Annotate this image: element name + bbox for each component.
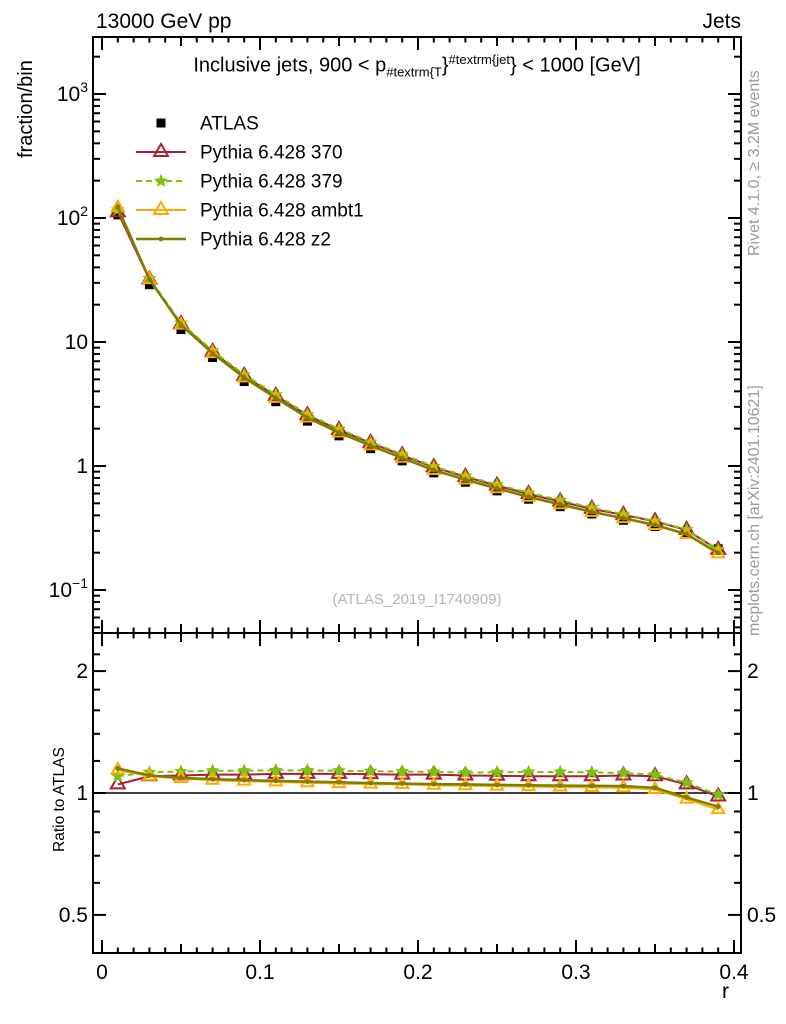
legend-label: Pythia 6.428 379 <box>200 172 343 193</box>
title-pre: Inclusive jets, 900 < p <box>193 54 387 77</box>
ratio-y-axis-tick-labels: 2 2 1 1 0.5 0.5 <box>59 660 776 927</box>
ratio-y-tick-label-left: 1 <box>76 782 88 805</box>
x-tick-label: 0 <box>96 961 108 984</box>
series-main-pythia-6-428-ambt1 <box>110 198 726 559</box>
title-superscript: #textrm{jet <box>448 52 510 67</box>
series-ratio-pythia-6-428-ambt1 <box>110 760 726 815</box>
analysis-group-label: Jets <box>702 10 741 33</box>
x-axis-title: r <box>722 980 729 1003</box>
main-y-tick-label: 102 <box>57 203 88 230</box>
plot-title: Inclusive jets, 900 < p#textrm{T}#textrm… <box>93 52 741 80</box>
atlas-data-points <box>113 210 723 554</box>
x-tick-label: 0.3 <box>561 961 590 984</box>
analysis-id-watermark: (ATLAS_2019_I1740909) <box>332 591 502 608</box>
legend: ATLAS Pythia 6.428 370 Pythia 6.428 379 Pyt… <box>136 114 364 251</box>
main-y-tick-label: 1 <box>76 455 88 478</box>
ratio-y-tick-label-left: 0.5 <box>59 904 88 927</box>
panel-frames <box>92 36 742 954</box>
x-tick-label: 0.4 <box>719 961 749 984</box>
title-post: < 1000 [GeV] <box>516 54 641 77</box>
ratio-y-tick-label-right: 0.5 <box>747 904 776 927</box>
main-y-tick-label: 10 <box>65 331 88 354</box>
main-panel-frame <box>92 36 742 634</box>
ratio-y-tick-label-right: 2 <box>747 660 759 683</box>
title-subscript: #textrm{T <box>386 64 442 80</box>
x-tick-label: 0.1 <box>245 961 274 984</box>
main-y-tick-label: 103 <box>57 79 88 106</box>
ratio-y-axis-ticks <box>94 653 740 916</box>
series-main-pythia-6-428-379 <box>110 202 726 556</box>
main-y-tick-label: 10−1 <box>49 575 89 602</box>
ratio-y-tick-label-left: 2 <box>76 660 88 683</box>
series-main-pythia-6-428-z2 <box>115 204 721 556</box>
x-axis-tick-labels: 0 0.1 0.2 0.3 0.4 <box>96 961 749 984</box>
title-brace: } <box>441 54 449 77</box>
legend-label: Pythia 6.428 z2 <box>200 230 331 251</box>
legend-label: Pythia 6.428 ambt1 <box>200 201 364 222</box>
legend-label: Pythia 6.428 370 <box>200 143 343 164</box>
title-brace2: } <box>509 54 517 77</box>
ratio-y-tick-label-right: 1 <box>747 782 759 805</box>
main-y-axis-ticks <box>94 55 740 629</box>
beam-energy-label: 13000 GeV pp <box>96 10 232 33</box>
series-ratio-pythia-6-428-z2 <box>115 766 721 810</box>
legend-label: ATLAS <box>200 114 259 135</box>
x-axis-ticks <box>101 38 735 952</box>
x-tick-label: 0.2 <box>403 961 432 984</box>
series-main-pythia-6-428-370 <box>109 202 727 555</box>
series-ratio-pythia-6-428-379 <box>110 762 726 801</box>
